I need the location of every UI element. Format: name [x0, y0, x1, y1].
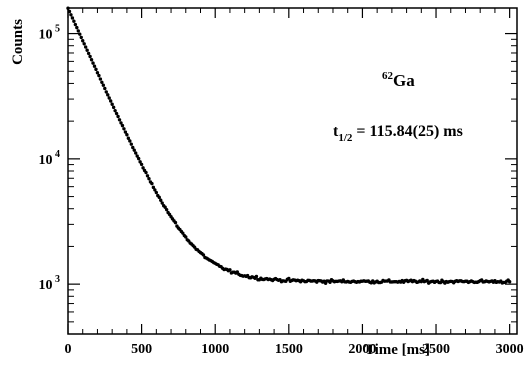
data-point — [66, 6, 70, 10]
data-point — [150, 181, 154, 186]
data-point — [145, 174, 150, 178]
x-tick-label: 1500 — [275, 342, 303, 357]
data-point — [78, 32, 82, 36]
data-point — [89, 58, 94, 62]
data-point — [70, 16, 75, 20]
y-axis: 10 3 10 4 10 5 — [39, 24, 517, 335]
data-point — [164, 207, 169, 212]
data-points — [66, 6, 512, 285]
data-point — [67, 9, 72, 14]
data-point — [108, 99, 113, 103]
plot-frame — [67, 7, 518, 335]
data-point — [128, 139, 132, 143]
data-point — [95, 70, 100, 75]
data-point — [134, 151, 138, 155]
y-axis-label: Counts — [10, 19, 26, 65]
data-point — [425, 278, 429, 283]
data-point — [139, 162, 144, 167]
data-point — [163, 205, 167, 209]
data-point — [114, 111, 119, 116]
data-point — [136, 156, 141, 161]
data-point — [122, 127, 126, 131]
data-point — [228, 268, 232, 272]
data-point — [131, 145, 135, 150]
x-tick-label: 1000 — [201, 342, 229, 357]
data-point — [110, 102, 114, 106]
data-point — [92, 64, 97, 68]
data-point — [135, 154, 139, 158]
data-point — [328, 280, 332, 284]
x-tick-label: 500 — [131, 342, 152, 357]
data-point — [100, 80, 104, 84]
data-point — [116, 114, 120, 119]
data-point — [82, 42, 86, 46]
data-point — [79, 35, 83, 40]
data-point — [97, 73, 101, 78]
data-point — [129, 142, 133, 146]
isotope-symbol: Ga — [393, 71, 415, 90]
x-axis: 0 500 1000 1500 2000 2500 3000 — [65, 8, 524, 357]
data-point — [117, 118, 122, 122]
data-point — [75, 25, 79, 30]
x-tick-label: 2000 — [348, 342, 376, 357]
halflife-subscript: 1/2 — [338, 132, 353, 144]
data-point — [104, 90, 108, 94]
data-point — [144, 170, 148, 175]
isotope-mass-number: 62 — [382, 70, 394, 82]
data-point — [120, 123, 125, 128]
x-axis-label: Time [ms] — [365, 342, 430, 358]
data-point — [141, 166, 145, 170]
data-point — [85, 48, 89, 52]
y-tick-label: 10 5 — [39, 24, 61, 43]
data-point — [113, 108, 117, 113]
data-point — [154, 190, 159, 195]
data-point — [507, 280, 512, 284]
data-point — [160, 201, 164, 205]
y-tick-label: 10 4 — [39, 149, 61, 168]
data-point — [73, 22, 78, 27]
x-tick-label: 0 — [65, 342, 72, 357]
data-point — [153, 188, 157, 192]
data-point — [287, 276, 291, 281]
data-point — [173, 220, 178, 225]
data-point — [119, 121, 123, 125]
data-point — [123, 130, 128, 134]
x-tick-label: 2500 — [422, 342, 450, 357]
data-point — [88, 54, 92, 59]
data-point — [138, 160, 142, 164]
data-point — [111, 105, 116, 110]
data-point — [81, 39, 85, 43]
data-point — [91, 61, 95, 65]
data-point — [83, 45, 88, 49]
data-point — [132, 148, 136, 152]
data-point — [254, 274, 259, 279]
data-point — [125, 133, 129, 137]
data-point — [69, 13, 73, 17]
halflife-value: = 115.84(25) ms — [352, 123, 462, 140]
data-point — [76, 29, 81, 33]
isotope-annotation: 62Ga — [382, 70, 415, 90]
data-point — [86, 51, 91, 56]
data-point — [159, 198, 163, 202]
data-point — [107, 96, 111, 100]
data-point — [201, 253, 206, 257]
halflife-annotation: t1/2 = 115.84(25) ms — [333, 123, 463, 144]
data-point — [157, 195, 161, 200]
data-point — [72, 19, 76, 23]
data-point — [98, 77, 103, 81]
data-point — [101, 83, 106, 87]
x-tick-label: 3000 — [496, 342, 524, 357]
data-point — [106, 93, 110, 97]
data-point — [147, 177, 151, 181]
halflife-t: t — [333, 123, 339, 140]
data-point — [126, 136, 131, 140]
data-point — [151, 185, 156, 190]
y-tick-label: 10 3 — [39, 274, 61, 293]
data-point — [103, 86, 107, 91]
data-point — [184, 235, 188, 239]
data-point — [94, 67, 98, 72]
